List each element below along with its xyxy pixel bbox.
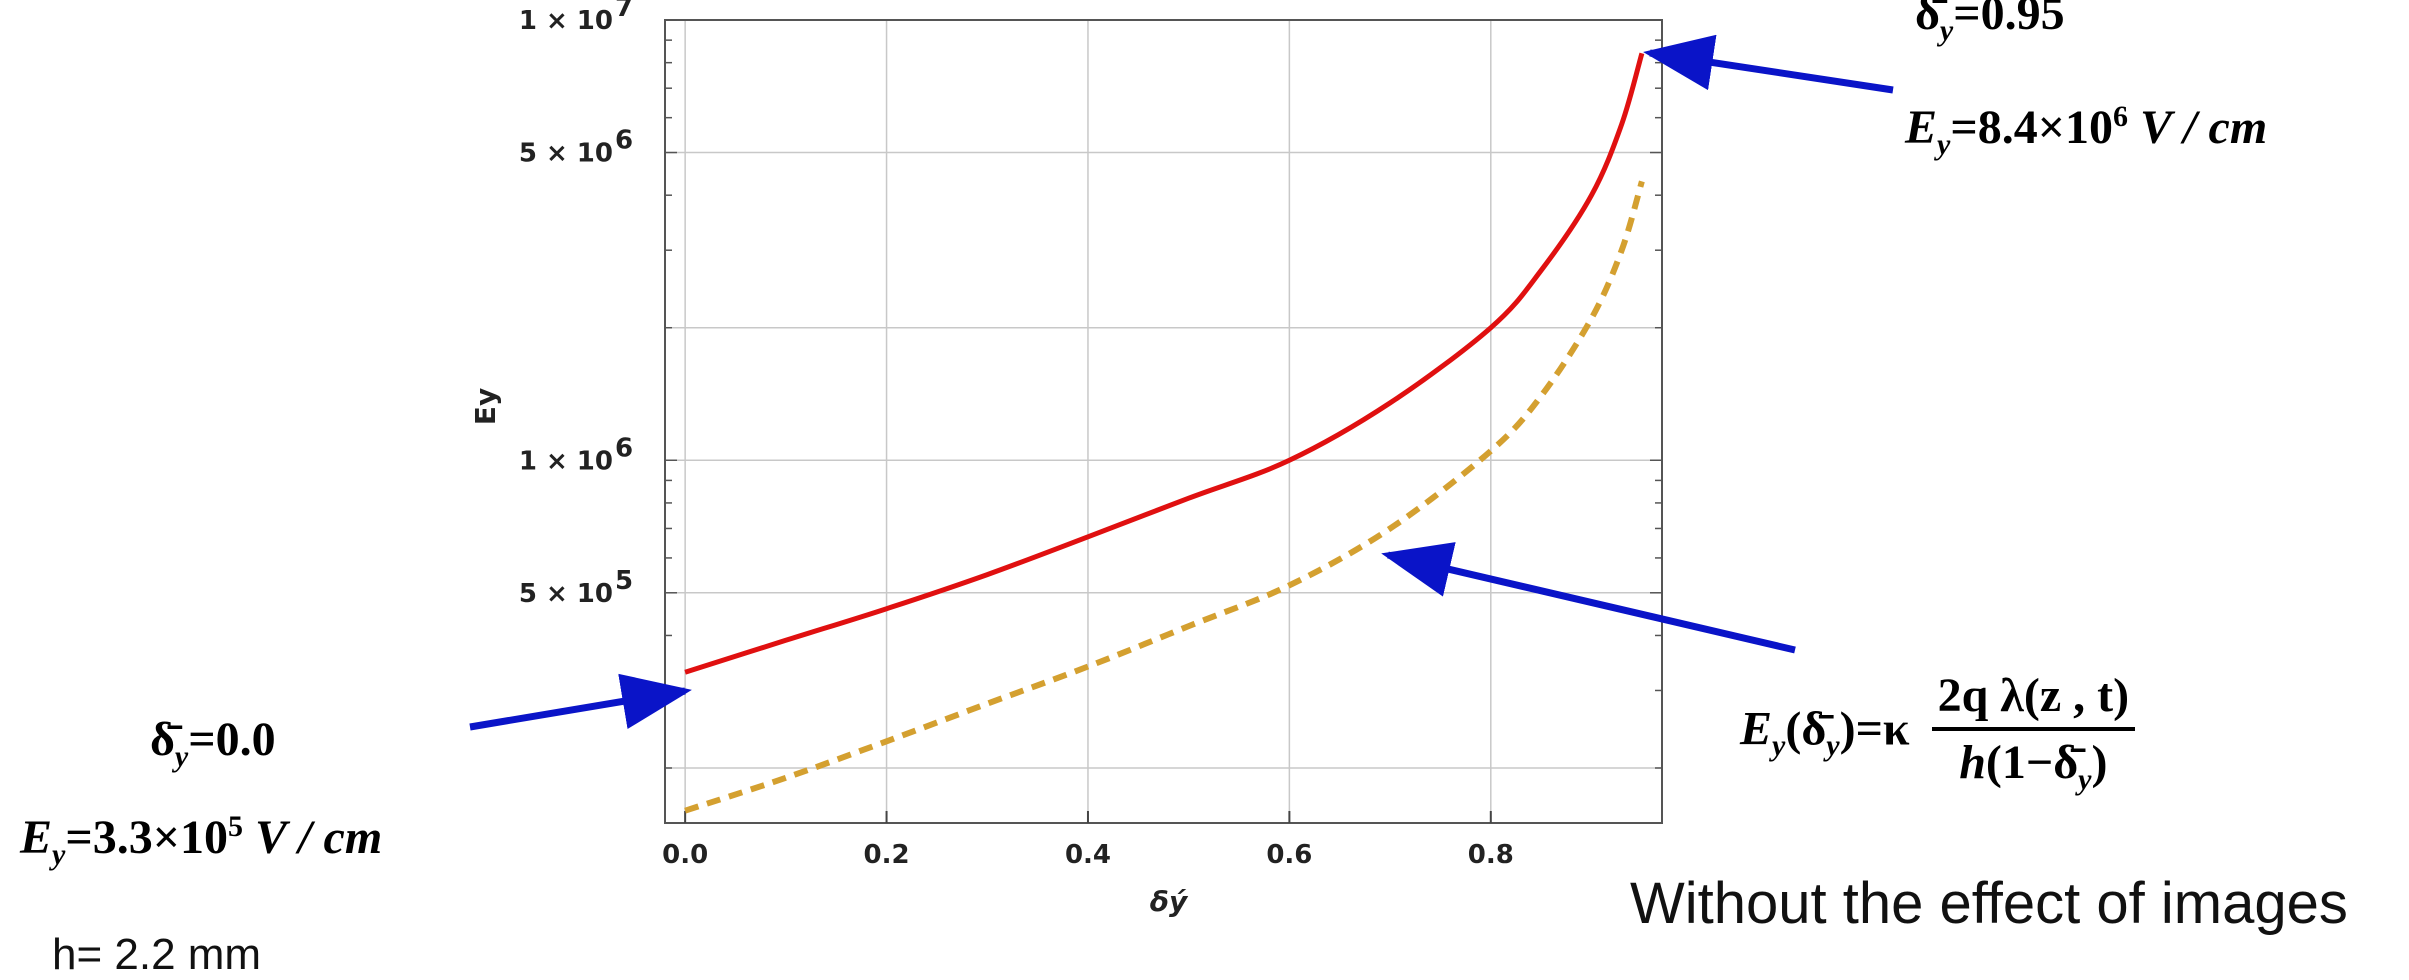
delta-symbol: δ̄	[1915, 0, 1940, 40]
formula-numerator: 2q λ(z , t)	[1931, 668, 2136, 731]
x-tick-label: 0.2	[864, 840, 910, 870]
formula: Ey(δ̄y)=κ 2q λ(z , t) h(1−δ̄y)	[1740, 668, 2136, 799]
formula-den-h: h	[1959, 736, 1986, 789]
delta-symbol: δ̄	[150, 713, 175, 766]
y-tick-exponent: 6	[615, 126, 633, 156]
formula-arg-close: )=κ	[1839, 702, 1910, 756]
grid-layer	[665, 19, 1662, 823]
formula-denominator: h(1−δ̄y)	[1932, 731, 2136, 799]
y-tick-label: 5 × 10	[519, 139, 613, 169]
x-tick-label: 0.8	[1468, 840, 1514, 870]
annotation-top-right-delta: δ̄y=0.95	[1915, 0, 2065, 50]
label-layer: 0.0 0.2 0.4 0.6 0.81 × 10 75 × 10 61 × 10 65 × …	[519, 0, 1514, 870]
arrow-formula	[1381, 542, 1796, 654]
field-value: =8.4×10	[1950, 101, 2114, 154]
y-tick-exponent: 6	[615, 433, 633, 463]
y-tick-exponent: 7	[615, 0, 633, 23]
field-symbol: E	[20, 811, 53, 864]
field-subscript: y	[52, 837, 66, 871]
field-symbol: E	[1905, 101, 1938, 154]
arrow-top-right	[1643, 34, 1894, 94]
series-line-1	[684, 52, 1645, 675]
plot-frame	[664, 19, 1663, 824]
annotation-bottom-left-field: Ey=3.3×105 V / cm	[20, 810, 382, 874]
arrow-bottom-left	[469, 673, 692, 731]
series-line-2	[684, 180, 1645, 814]
y-tick-exponent: 5	[615, 566, 633, 596]
formula-den-close: )	[2091, 736, 2108, 789]
formula-arg: (δ̄	[1785, 702, 1827, 756]
formula-arg-sub: y	[1826, 728, 1840, 762]
formula-lhs-sub: y	[1772, 728, 1786, 762]
y-tick-label: 5 × 10	[519, 579, 613, 609]
field-unit: V / cm	[2140, 101, 2268, 154]
formula-den-sub: y	[2078, 762, 2092, 796]
y-tick-label: 1 × 10	[519, 446, 613, 476]
series-layer	[684, 52, 1645, 814]
formula-fraction: 2q λ(z , t) h(1−δ̄y)	[1931, 668, 2136, 799]
field-subscript: y	[1937, 127, 1951, 161]
field-exponent: 5	[228, 810, 244, 843]
x-tick-label: 0.4	[1065, 840, 1111, 870]
annotation-top-right-field: Ey=8.4×106 V / cm	[1905, 100, 2267, 164]
y-tick-label: 1 × 10	[519, 6, 613, 36]
field-unit: V / cm	[255, 811, 383, 864]
x-axis-title: δý	[1150, 885, 1189, 918]
formula-den-body: (1−δ̄	[1985, 736, 2079, 789]
tick-layer	[665, 19, 1662, 823]
formula-lhs: E	[1740, 702, 1773, 756]
x-tick-label: 0.0	[662, 840, 708, 870]
caption: Without the effect of images	[1630, 871, 2348, 936]
delta-subscript: y	[1939, 13, 1954, 47]
delta-value: =0.0	[188, 713, 276, 766]
delta-subscript: y	[174, 739, 189, 773]
annotation-bottom-left-delta: δ̄y=0.0	[150, 712, 276, 776]
field-exponent: 6	[2113, 100, 2129, 133]
x-tick-label: 0.6	[1266, 840, 1312, 870]
field-value: =3.3×10	[65, 811, 229, 864]
y-axis-title: Ey	[469, 388, 502, 425]
delta-value: =0.95	[1953, 0, 2065, 40]
h-label: h= 2.2 mm	[52, 930, 262, 979]
